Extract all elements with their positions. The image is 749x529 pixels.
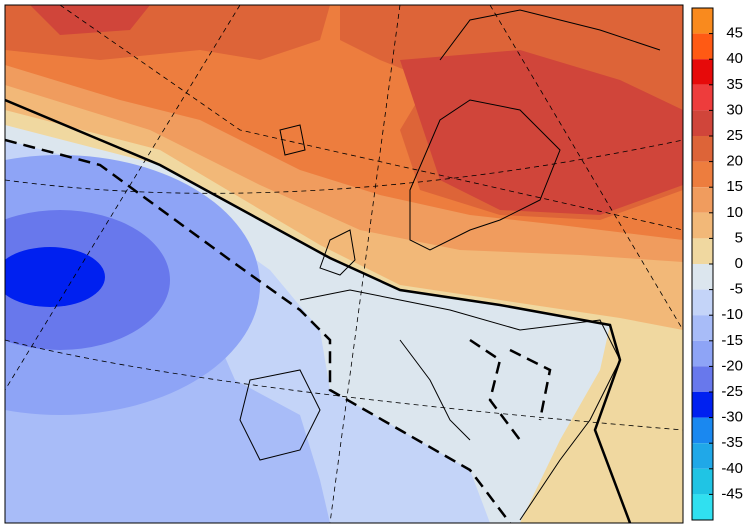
colorbar-label: 40 xyxy=(726,50,743,67)
colorbar-segment xyxy=(692,84,713,111)
colorbar-segment xyxy=(692,187,713,213)
colorbar-segment xyxy=(692,33,713,60)
colorbar-label: -20 xyxy=(721,357,743,374)
colorbar-label: -10 xyxy=(721,306,743,323)
colorbar-segment xyxy=(692,443,713,469)
freezing-contour xyxy=(469,338,552,441)
colorbar-segment xyxy=(692,59,713,85)
colorbar-segment xyxy=(692,392,713,418)
colorbar-segment xyxy=(692,264,713,290)
colorbar-label: 20 xyxy=(726,153,743,170)
colorbar-segment xyxy=(692,366,713,392)
colorbar-segment xyxy=(692,238,713,264)
colorbar-segment xyxy=(692,315,713,341)
colorbar-label: 10 xyxy=(726,204,743,221)
graticule xyxy=(5,5,683,523)
colorbar-label: -40 xyxy=(721,460,743,477)
colorbar-segment xyxy=(692,161,713,188)
map xyxy=(5,5,683,523)
field xyxy=(5,247,105,307)
colorbar-label: 25 xyxy=(726,127,743,144)
colorbar-segment xyxy=(692,110,713,136)
colorbar: 45 40 35 30 25 20 15 10 5 0 -5 -10 -15 -20 -25 -30 -35 -4… xyxy=(691,7,743,521)
colorbar-segment xyxy=(692,212,713,239)
map-frame xyxy=(4,4,684,524)
field xyxy=(400,50,683,215)
colorbar-segment xyxy=(692,136,713,162)
colorbar-label: -25 xyxy=(721,383,743,400)
colorbar-segment xyxy=(692,417,713,444)
coastline xyxy=(239,9,661,521)
colorbar-segment xyxy=(692,468,713,495)
colorbar-label: -45 xyxy=(721,485,743,502)
colorbar-label: -35 xyxy=(721,434,743,451)
colorbar-label: 15 xyxy=(726,178,743,195)
colorbar-label: -30 xyxy=(721,409,743,426)
colorbar-label: 45 xyxy=(726,25,743,42)
colorbar-segment xyxy=(692,8,713,34)
colorbar-segment xyxy=(692,494,713,520)
colorbar-label: -5 xyxy=(730,281,743,298)
colorbar-label: -15 xyxy=(721,332,743,349)
colorbar-label: 5 xyxy=(735,229,743,246)
freezing-contour xyxy=(5,138,511,523)
colorbar-label: 35 xyxy=(726,76,743,93)
zero-contour xyxy=(5,98,632,523)
colorbar-label: 30 xyxy=(726,101,743,118)
field xyxy=(30,5,150,35)
colorbar-segment xyxy=(692,340,713,367)
colorbar-label: 0 xyxy=(735,255,743,272)
colorbar-segment xyxy=(692,289,713,316)
